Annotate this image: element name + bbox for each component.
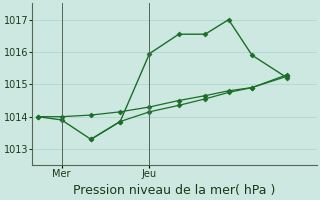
- X-axis label: Pression niveau de la mer( hPa ): Pression niveau de la mer( hPa ): [73, 184, 276, 197]
